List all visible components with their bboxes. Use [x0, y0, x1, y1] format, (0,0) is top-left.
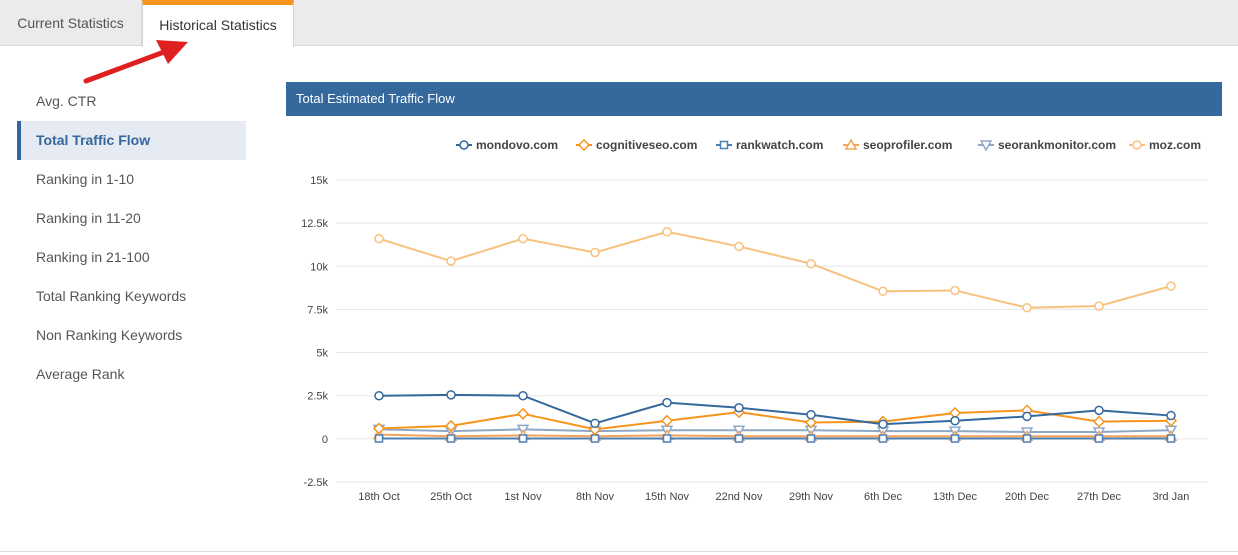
y-tick-label: 12.5k [301, 218, 328, 230]
legend-label: seoprofiler.com [863, 138, 952, 152]
data-point [446, 434, 456, 443]
y-tick-label: 0 [322, 434, 328, 446]
y-tick-label: 5k [316, 348, 328, 360]
data-point [372, 422, 386, 435]
data-point [516, 407, 530, 420]
data-point [1022, 411, 1032, 422]
data-point [374, 390, 384, 401]
x-tick-label: 18th Oct [358, 491, 400, 503]
data-point [444, 419, 458, 432]
data-point [1094, 405, 1104, 416]
data-point [1022, 434, 1032, 443]
sidebar: Avg. CTR Total Traffic Flow Ranking in 1… [17, 82, 246, 394]
series-line-moz-com [378, 230, 1172, 309]
data-point [446, 256, 456, 266]
data-point [1094, 434, 1104, 443]
series-line-cognitiveseo-com [378, 409, 1172, 431]
data-point [806, 258, 816, 269]
sidebar-item-avg-ctr[interactable]: Avg. CTR [36, 93, 97, 109]
x-tick-label: 13th Dec [933, 491, 978, 503]
red-arrow-annotation [83, 40, 188, 84]
y-tick-label: 2.5k [307, 391, 328, 403]
data-point [518, 434, 528, 443]
data-point [878, 286, 888, 297]
data-point [662, 397, 672, 408]
y-tick-label: 15k [310, 175, 328, 187]
series-line-seoprofiler-com [378, 433, 1171, 438]
series-line-seorankmonitor-com [378, 428, 1172, 433]
sidebar-item-average-rank[interactable]: Average Rank [36, 366, 125, 382]
data-point [1022, 302, 1032, 313]
data-point [1166, 434, 1176, 443]
sidebar-item-ranking-1-10[interactable]: Ranking in 1-10 [36, 171, 135, 187]
data-point [950, 415, 960, 426]
data-point [590, 247, 600, 258]
x-tick-label: 8th Nov [576, 491, 614, 503]
x-tick-label: 25th Oct [430, 491, 472, 503]
legend-marker [719, 140, 729, 150]
data-point [878, 419, 888, 429]
x-tick-label: 3rd Jan [1153, 491, 1190, 503]
legend-label: rankwatch.com [736, 138, 823, 152]
sidebar-item-total-ranking-keywords[interactable]: Total Ranking Keywords [36, 288, 187, 304]
data-point [660, 414, 674, 427]
x-tick-label: 20th Dec [1005, 491, 1050, 503]
data-point [374, 434, 384, 443]
tab-bar: Current Statistics Historical Statistics [0, 0, 1238, 47]
data-point [1092, 415, 1106, 428]
data-point [878, 434, 888, 443]
data-point [950, 285, 960, 296]
legend-label: seorankmonitor.com [998, 138, 1116, 152]
sidebar-item-ranking-11-20[interactable]: Ranking in 11-20 [36, 210, 141, 226]
data-point [590, 418, 600, 429]
legend-marker [1132, 140, 1142, 150]
data-point [734, 241, 744, 252]
legend-label: mondovo.com [476, 138, 558, 152]
data-point [1166, 281, 1176, 291]
x-tick-label: 22nd Nov [715, 491, 763, 503]
data-point [446, 390, 456, 400]
data-point [806, 434, 816, 443]
x-tick-label: 27th Dec [1077, 491, 1122, 503]
sidebar-item-non-ranking-keywords[interactable]: Non Ranking Keywords [36, 327, 183, 343]
data-point [734, 434, 744, 443]
legend-label: moz.com [1149, 138, 1201, 152]
x-tick-label: 1st Nov [504, 491, 542, 503]
series-line-mondovo-com [378, 393, 1172, 426]
legend-marker [459, 140, 469, 150]
legend-label: cognitiveseo.com [596, 138, 697, 152]
y-tick-label: 10k [310, 261, 328, 273]
data-point [518, 390, 528, 401]
bottom-divider [0, 551, 1238, 552]
legend-marker [979, 140, 993, 152]
data-point [804, 416, 818, 429]
legend-marker [577, 138, 591, 152]
data-point [518, 233, 528, 244]
data-point [950, 434, 960, 443]
data-point [662, 227, 672, 237]
traffic-line-chart: -2.5k 0 2.5k 5k 7.5k 10k 12.5k 15k 18th Oct 25th … [301, 138, 1208, 503]
tab-current-statistics[interactable]: Current Statistics [0, 0, 142, 46]
sidebar-item-ranking-21-100[interactable]: Ranking in 21-100 [36, 249, 150, 265]
data-point [374, 233, 384, 244]
legend-marker [844, 138, 858, 150]
x-tick-label: 6th Dec [864, 491, 902, 503]
y-tick-label: -2.5k [304, 477, 329, 489]
data-point [590, 434, 600, 443]
data-point [1094, 301, 1104, 311]
x-tick-label: 15th Nov [645, 491, 690, 503]
data-point [806, 409, 816, 420]
sidebar-item-total-traffic-flow[interactable]: Total Traffic Flow [17, 121, 246, 160]
data-point [734, 403, 744, 413]
x-tick-label: 29th Nov [789, 491, 834, 503]
panel-title: Total Estimated Traffic Flow [286, 82, 1222, 116]
y-tick-label: 7.5k [307, 304, 328, 316]
data-point [1166, 410, 1176, 421]
data-point [662, 434, 672, 443]
tab-historical-statistics[interactable]: Historical Statistics [142, 0, 294, 47]
